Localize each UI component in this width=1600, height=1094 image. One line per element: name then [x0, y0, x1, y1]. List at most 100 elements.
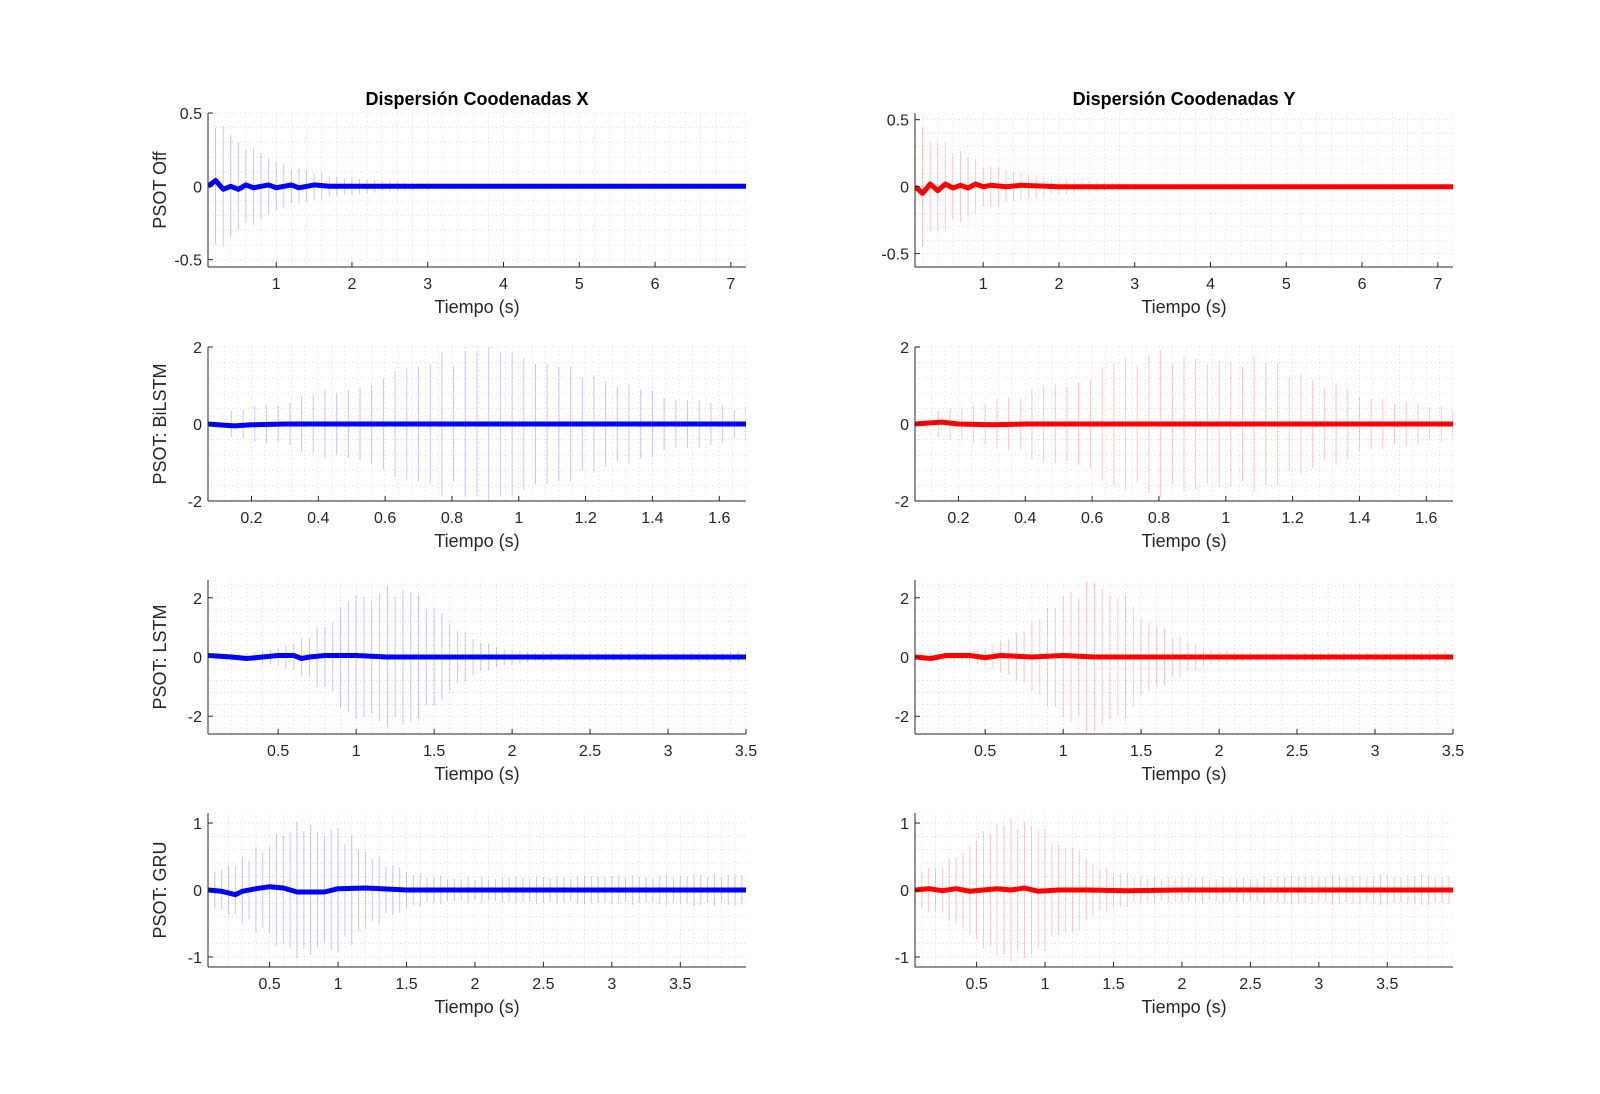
y-tick-label: -2: [188, 709, 202, 726]
x-tick-label: 0.8: [1148, 510, 1170, 527]
subplot-6: 0.5 1 1.5 2 2.5 3 3.5 -2 0 2 Tiempo (s): [895, 580, 1464, 784]
y-tick-label: 0: [193, 179, 202, 196]
x-tick-label: 1: [514, 510, 523, 527]
x-tick-label: 2.5: [532, 976, 554, 993]
x-tick-label: 3: [1371, 743, 1380, 760]
x-tick-label: 0.2: [240, 510, 262, 527]
x-tick-label: 5: [575, 276, 584, 293]
x-tick-label: 1.6: [1415, 510, 1437, 527]
y-tick-label: 0: [193, 883, 202, 900]
subplot-5: 0.5 1 1.5 2 2.5 3 3.5 -2 0 2 Tiempo (s) PSOT: LSTM: [150, 580, 757, 784]
x-axis-label: Tiempo (s): [1141, 297, 1226, 317]
x-tick-label: 0.6: [374, 510, 396, 527]
mean-line: [208, 178, 746, 192]
x-tick-label: 2.5: [579, 743, 601, 760]
y-tick-label: -0.5: [881, 247, 909, 264]
x-tick-label: 3.5: [669, 976, 691, 993]
x-tick-label: 1.2: [574, 510, 596, 527]
x-tick-label: 0.2: [947, 510, 969, 527]
x-tick-label: 3.5: [1376, 976, 1398, 993]
mean-line: [208, 421, 746, 429]
x-tick-label: 2: [508, 743, 517, 760]
x-tick-label: 3: [607, 976, 616, 993]
x-tick-label: 2: [1215, 743, 1224, 760]
x-tick-label: 1: [1059, 743, 1068, 760]
grid: [208, 112, 747, 267]
x-axis-label: Tiempo (s): [434, 297, 519, 317]
x-axis-label: Tiempo (s): [1141, 764, 1226, 784]
y-tick-label: 2: [193, 591, 202, 608]
x-tick-label: 1.4: [1348, 510, 1370, 527]
x-tick-label: 3.5: [1442, 743, 1464, 760]
y-tick-label: 0: [900, 180, 909, 197]
x-tick-label: 1: [1041, 976, 1050, 993]
subplot-3: 0.2 0.4 0.6 0.8 1 1.2 1.4 1.6 -2 0 2 Tiempo (s) PSOT…: [150, 340, 747, 551]
mean-line: [915, 181, 1453, 196]
x-tick-label: 1.6: [708, 510, 730, 527]
y-tick-label: 2: [900, 340, 909, 357]
x-axis-label: Tiempo (s): [434, 997, 519, 1017]
x-tick-label: 6: [651, 276, 660, 293]
x-tick-label: 1: [272, 276, 281, 293]
x-tick-label: 1.5: [1102, 976, 1124, 993]
x-tick-label: 1.5: [1130, 743, 1152, 760]
y-tick-label: 0.5: [887, 113, 909, 130]
x-tick-label: 0.5: [965, 976, 987, 993]
x-tick-label: 3: [423, 276, 432, 293]
y-tick-label: -1: [188, 950, 202, 967]
x-tick-label: 1.2: [1281, 510, 1303, 527]
x-tick-label: 1: [352, 743, 361, 760]
x-tick-label: 6: [1358, 276, 1367, 293]
x-tick-label: 1: [979, 276, 988, 293]
x-tick-label: 7: [1433, 276, 1442, 293]
y-tick-label: -1: [895, 950, 909, 967]
x-axis-label: Tiempo (s): [434, 531, 519, 551]
y-axis-label: PSOT: GRU: [150, 841, 170, 938]
x-tick-label: 0.5: [258, 976, 280, 993]
y-tick-label: 0: [900, 417, 909, 434]
x-tick-label: 1: [1221, 510, 1230, 527]
x-tick-label: 0.8: [441, 510, 463, 527]
mean-line: [915, 653, 1453, 661]
y-tick-label: 0: [193, 650, 202, 667]
x-tick-label: 1.5: [395, 976, 417, 993]
mean-line: [208, 653, 746, 661]
subplot-4: 0.2 0.4 0.6 0.8 1 1.2 1.4 1.6 -2 0 2 Tiempo (s): [895, 340, 1454, 551]
x-tick-label: 3.5: [735, 743, 757, 760]
mean-line: [915, 885, 1453, 894]
x-tick-label: 2: [1177, 976, 1186, 993]
x-tick-label: 0.5: [267, 743, 289, 760]
x-tick-label: 2: [470, 976, 479, 993]
x-tick-label: 3: [1314, 976, 1323, 993]
x-tick-label: 1.5: [423, 743, 445, 760]
x-tick-label: 0.4: [307, 510, 329, 527]
y-tick-label: 0: [193, 417, 202, 434]
y-tick-label: -2: [188, 494, 202, 511]
x-tick-label: 2.5: [1239, 976, 1261, 993]
y-tick-label: -0.5: [174, 253, 202, 270]
y-tick-label: -2: [895, 494, 909, 511]
y-axis-label: PSOT Off: [150, 150, 170, 228]
x-axis-label: Tiempo (s): [434, 764, 519, 784]
x-tick-label: 2.5: [1286, 743, 1308, 760]
subplot-7: 0.5 1 1.5 2 2.5 3 3.5 -1 0 1 Tiempo (s) PSOT: GRU: [150, 813, 746, 1017]
subplot-title: Dispersión Coodenadas X: [365, 89, 588, 109]
x-tick-label: 0.4: [1014, 510, 1036, 527]
x-tick-label: 3: [1130, 276, 1139, 293]
x-tick-label: 5: [1282, 276, 1291, 293]
x-tick-label: 7: [726, 276, 735, 293]
y-tick-label: 0.5: [180, 106, 202, 123]
x-axis-label: Tiempo (s): [1141, 531, 1226, 551]
y-tick-label: 2: [193, 340, 202, 357]
mean-line: [208, 884, 746, 898]
subplot-8: 0.5 1 1.5 2 2.5 3 3.5 -1 0 1 Tiempo (s): [895, 813, 1453, 1017]
mean-line: [915, 419, 1453, 428]
x-tick-label: 2: [348, 276, 357, 293]
y-tick-label: 0: [900, 650, 909, 667]
subplot-1: 1 2 3 4 5 6 7 -0.5 0 0.5 Tiempo (s) PSOT Off Dispers…: [150, 89, 747, 317]
x-tick-label: 0.5: [974, 743, 996, 760]
y-tick-label: 1: [193, 816, 202, 833]
x-tick-label: 1.4: [641, 510, 663, 527]
y-axis-label: PSOT: BiLSTM: [150, 363, 170, 484]
